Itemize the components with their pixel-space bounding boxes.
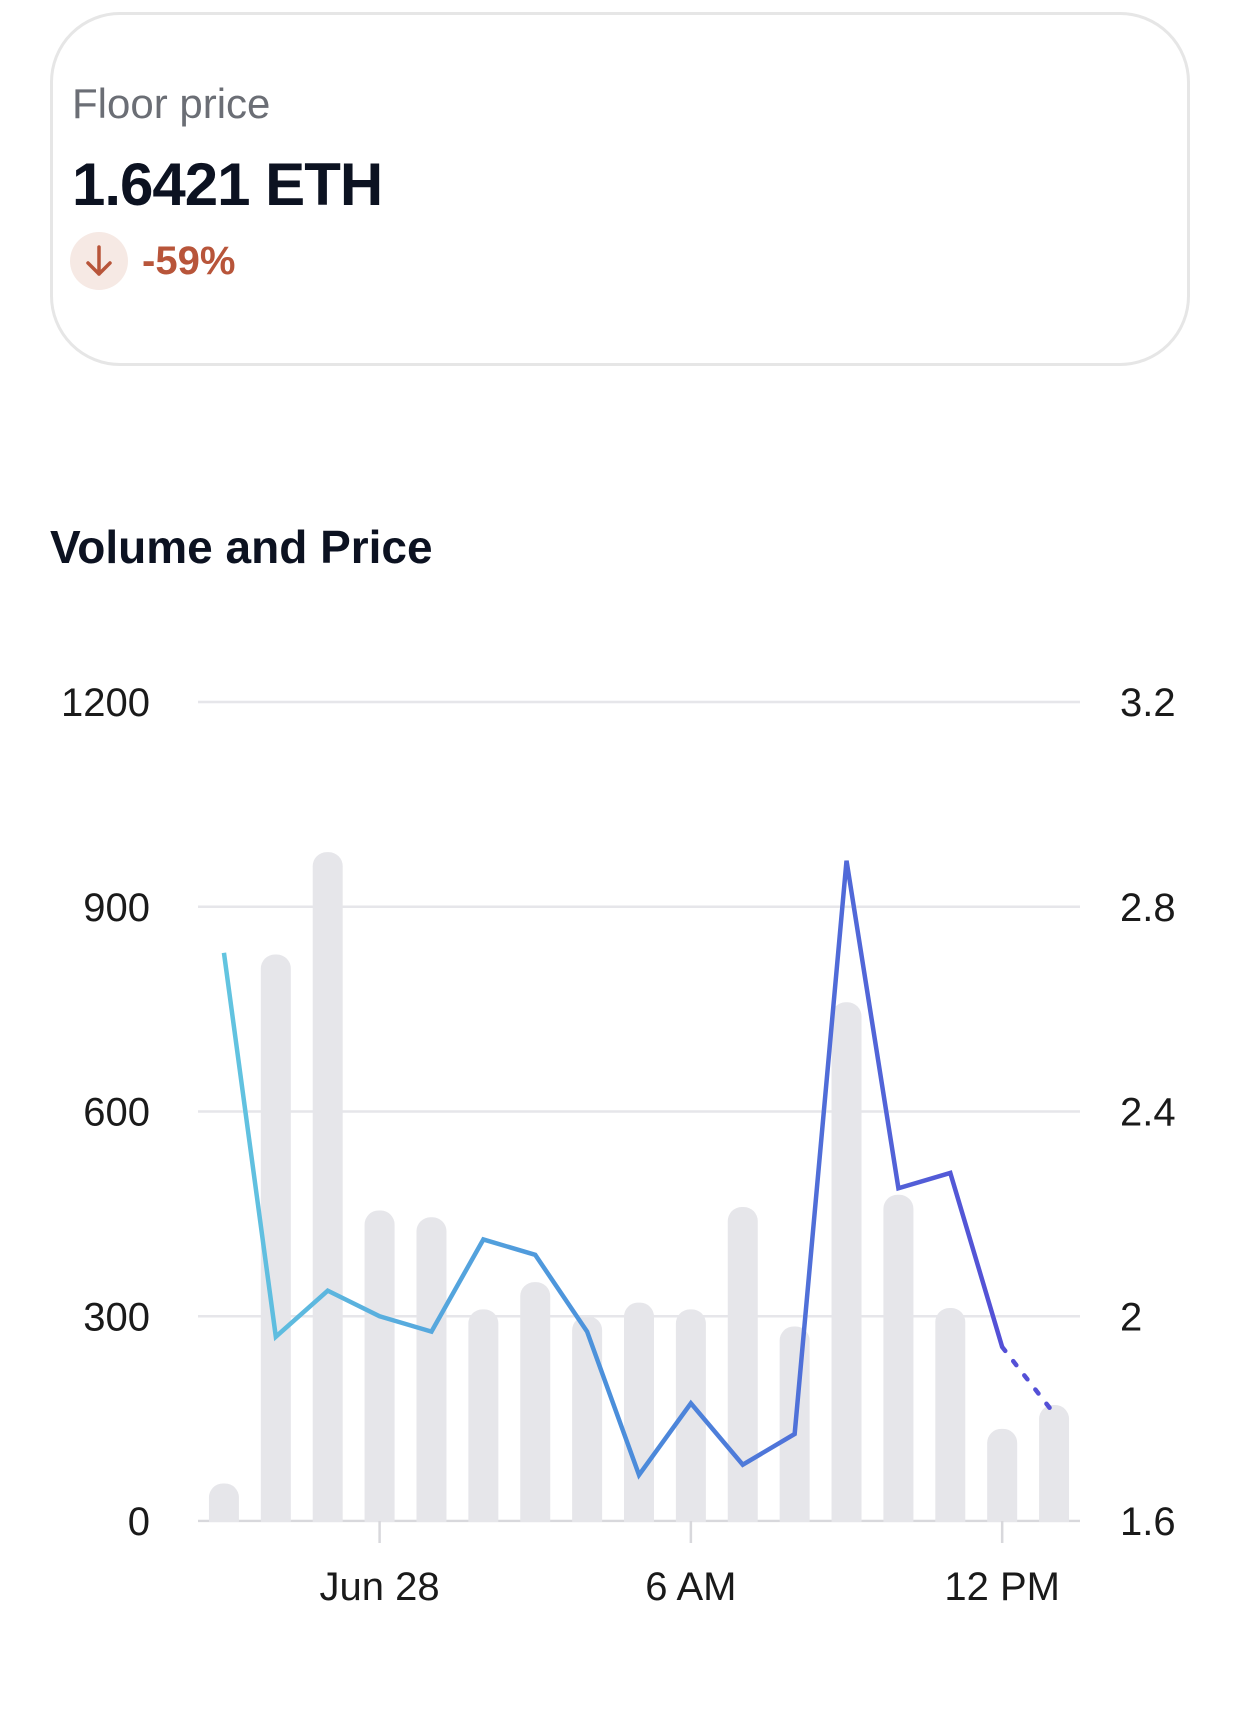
volume-bar [727, 1207, 758, 1535]
left-tick-label: 600 [83, 1091, 150, 1135]
section-title: Volume and Price [50, 521, 433, 573]
price-change-percent: -59% [142, 238, 236, 283]
right-axis-ticks: 3.2 2.8 2.4 2 1.6 [1120, 681, 1176, 1544]
price-line-path [221, 860, 1005, 1480]
left-tick-label: 0 [128, 1500, 150, 1544]
volume-bar [364, 1210, 395, 1535]
left-tick-label: 1200 [61, 681, 150, 725]
volume-bar [1039, 1404, 1070, 1535]
floor-price-card [50, 12, 1190, 366]
volume-bar [675, 1309, 706, 1535]
left-tick-label: 300 [83, 1295, 150, 1339]
volume-bar [312, 852, 343, 1535]
volume-bar [520, 1282, 551, 1535]
volume-bar [468, 1309, 499, 1535]
right-tick-label: 3.2 [1120, 681, 1176, 725]
right-tick-label: 2 [1120, 1295, 1142, 1339]
x-axis: Jun 28 6 AM 12 PM [320, 1521, 1060, 1609]
volume-bar [416, 1217, 447, 1535]
x-tick-label: Jun 28 [320, 1565, 440, 1609]
price-projection [999, 1344, 1057, 1416]
floor-price-value: 1.6421 ETH [72, 151, 383, 218]
volume-bar [624, 1302, 654, 1535]
arrow-down-icon [70, 232, 128, 290]
baseline-mask [188, 1522, 1090, 1537]
volume-bar [935, 1308, 966, 1535]
left-tick-label: 900 [83, 886, 150, 930]
volume-bar [208, 1483, 239, 1535]
volume-bar [831, 1002, 862, 1535]
x-tick-label: 12 PM [944, 1565, 1060, 1609]
volume-bar [883, 1194, 914, 1535]
left-axis-ticks: 1200 900 600 300 0 [61, 681, 150, 1544]
floor-price-label: Floor price [72, 80, 271, 127]
volume-bars [188, 852, 1090, 1537]
x-tick-label: 6 AM [645, 1565, 736, 1609]
right-tick-label: 2.4 [1120, 1091, 1176, 1135]
right-tick-label: 1.6 [1120, 1500, 1176, 1544]
volume-bar [260, 954, 291, 1535]
volume-bar [987, 1428, 1018, 1535]
price-line [221, 860, 1057, 1480]
volume-bar [572, 1316, 603, 1535]
price-change: -59% [70, 232, 235, 290]
right-tick-label: 2.8 [1120, 886, 1176, 930]
